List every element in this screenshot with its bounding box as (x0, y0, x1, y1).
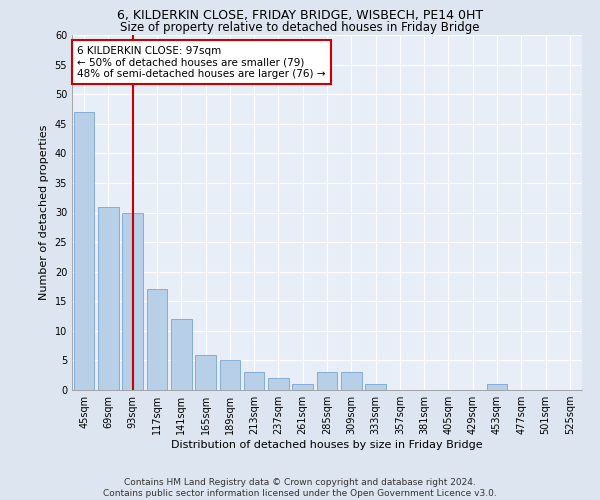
Bar (244, 372, 265, 390)
Bar (365, 384, 386, 390)
Bar (146, 290, 167, 390)
Bar (268, 378, 289, 390)
Bar (74, 112, 94, 390)
Text: 6, KILDERKIN CLOSE, FRIDAY BRIDGE, WISBECH, PE14 0HT: 6, KILDERKIN CLOSE, FRIDAY BRIDGE, WISBE… (117, 9, 483, 22)
Bar (317, 372, 337, 390)
Text: Contains HM Land Registry data © Crown copyright and database right 2024.
Contai: Contains HM Land Registry data © Crown c… (103, 478, 497, 498)
Bar (341, 372, 362, 390)
Text: Size of property relative to detached houses in Friday Bridge: Size of property relative to detached ho… (120, 21, 480, 34)
Bar (220, 360, 240, 390)
Bar (98, 206, 119, 390)
Text: 6 KILDERKIN CLOSE: 97sqm
← 50% of detached houses are smaller (79)
48% of semi-d: 6 KILDERKIN CLOSE: 97sqm ← 50% of detach… (77, 46, 326, 79)
Y-axis label: Number of detached properties: Number of detached properties (39, 125, 49, 300)
Bar (122, 212, 143, 390)
X-axis label: Distribution of detached houses by size in Friday Bridge: Distribution of detached houses by size … (171, 440, 483, 450)
Bar (292, 384, 313, 390)
Bar (195, 354, 216, 390)
Bar (487, 384, 508, 390)
Bar (171, 319, 191, 390)
